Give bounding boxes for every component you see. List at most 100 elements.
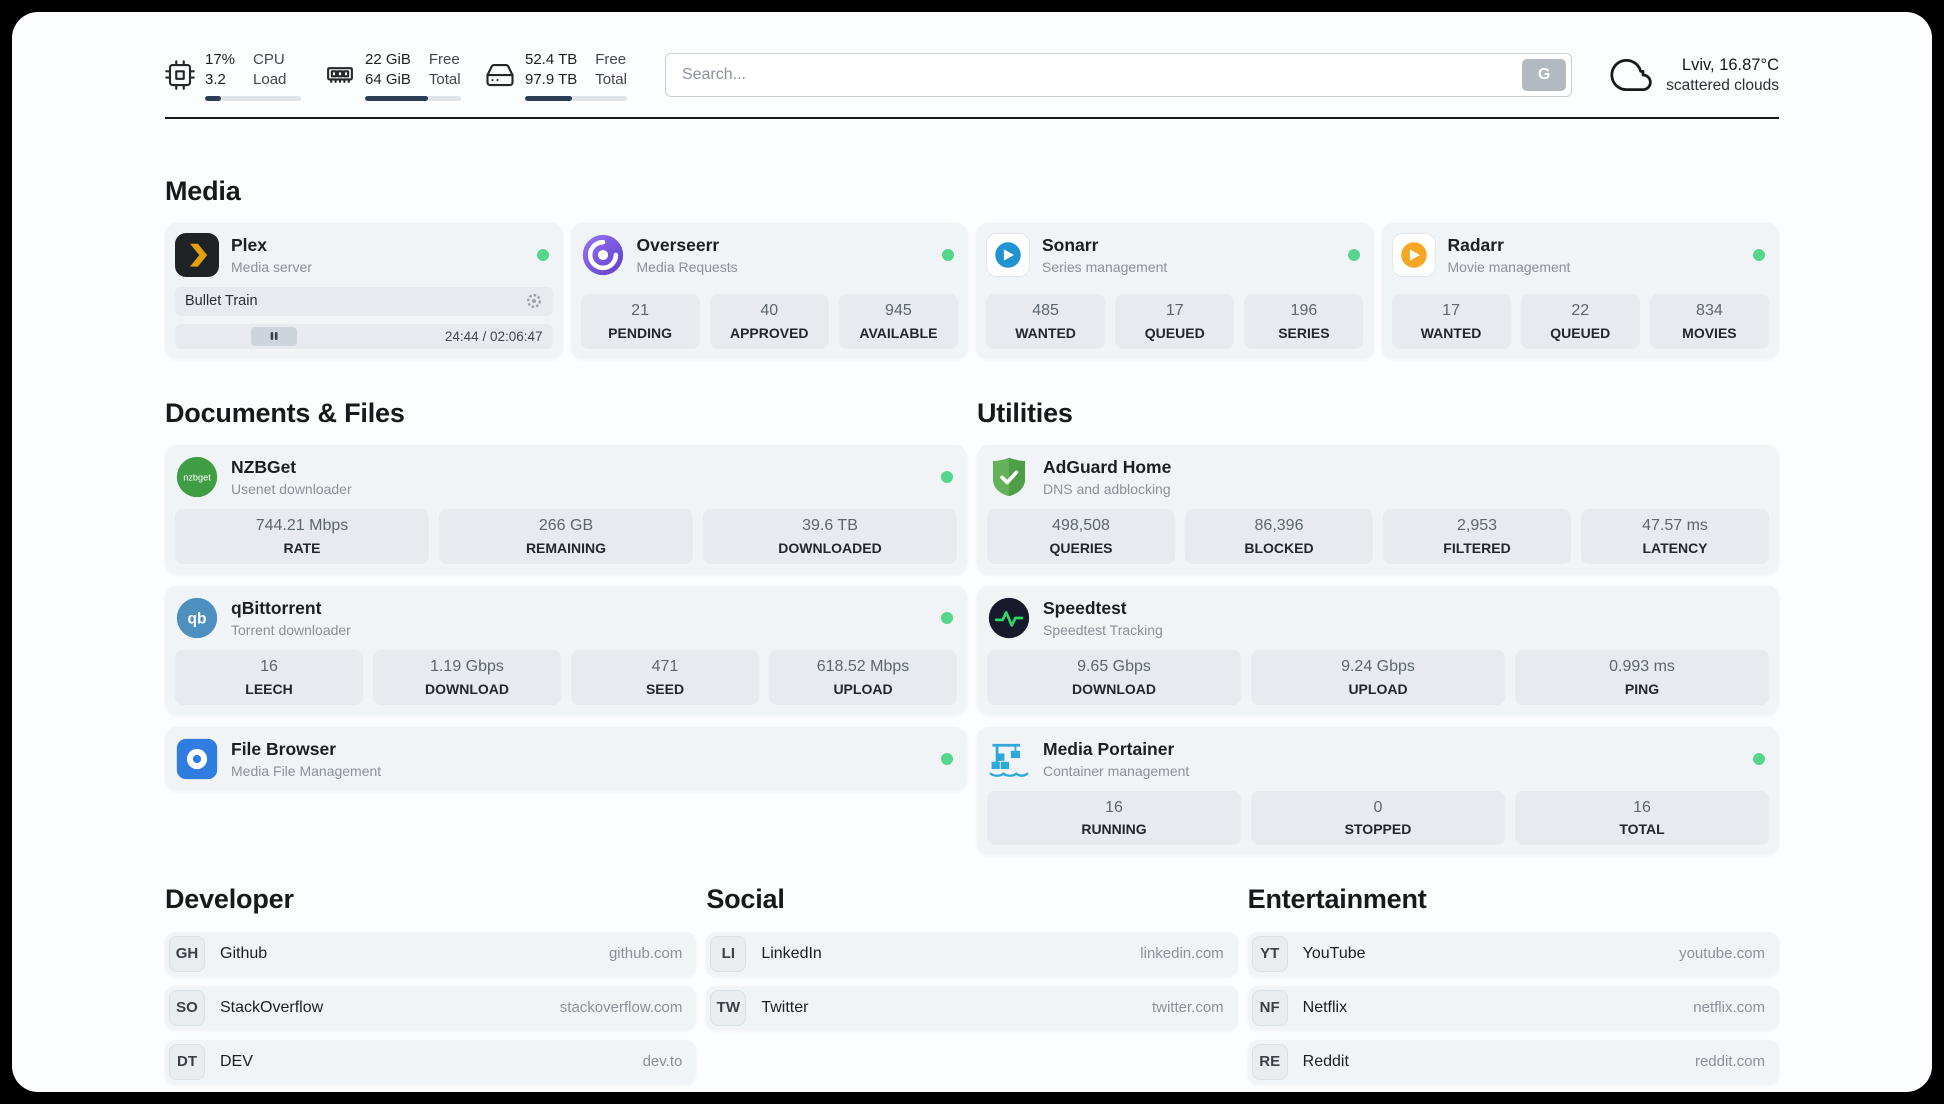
app-card-filebrowser[interactable]: File Browser Media File Management (165, 726, 967, 791)
now-playing-row: Bullet Train (175, 286, 553, 316)
dashboard: 17% 3.2 CPU Load (12, 12, 1932, 1092)
section-title-utilities: Utilities (977, 397, 1073, 428)
documents-section: Documents & Files nzbget NZBGet Usenet d… (165, 397, 967, 791)
cpu-label: CPU (253, 51, 285, 68)
bookmark-url: youtube.com (1679, 945, 1765, 963)
speedtest-icon (987, 596, 1031, 640)
app-subtitle: Media server (231, 258, 312, 275)
bookmark-abbr: DT (169, 1043, 205, 1080)
app-card-sonarr[interactable]: Sonarr Series management 485 WANTED 17 Q… (976, 222, 1374, 359)
cpu-load-value: 3.2 (205, 70, 226, 88)
app-subtitle: Movie management (1447, 258, 1571, 275)
bookmark-dev[interactable]: DT DEV dev.to (165, 1039, 697, 1084)
adguard-icon (987, 455, 1031, 499)
social-section: Social LI LinkedIn linkedin.com TW Twitt… (706, 883, 1238, 1030)
bookmark-linkedin[interactable]: LI LinkedIn linkedin.com (706, 931, 1238, 976)
stat-movies: 834 MOVIES (1649, 294, 1769, 349)
system-metrics: 17% 3.2 CPU Load (165, 50, 627, 101)
bookmark-youtube[interactable]: YT YouTube youtube.com (1247, 931, 1779, 976)
stat-series: 196 SERIES (1244, 294, 1364, 349)
weather-location-temp: Lviv, 16.87°C (1681, 55, 1779, 74)
app-card-speedtest[interactable]: Speedtest Speedtest Tracking 9.65 Gbps D… (977, 585, 1779, 715)
hard-drive-icon (485, 60, 515, 90)
disk-metric: 52.4 TB 97.9 TB Free Total (485, 50, 627, 101)
ram-free-value: 22 GiB (365, 51, 411, 68)
bookmark-twitter[interactable]: TW Twitter twitter.com (706, 985, 1238, 1030)
bookmark-name: YouTube (1302, 944, 1366, 962)
app-card-overseerr[interactable]: Overseerr Media Requests 21 PENDING 40 A… (570, 222, 968, 359)
cpu-metric: 17% 3.2 CPU Load (165, 50, 301, 101)
status-dot (941, 471, 953, 484)
app-card-plex[interactable]: Plex Media server Bullet Train (165, 222, 563, 359)
bookmark-url: dev.to (642, 1053, 683, 1071)
app-card-radarr[interactable]: Radarr Movie management 17 WANTED 22 QUE… (1381, 222, 1779, 359)
bookmark-abbr: GH (169, 935, 205, 972)
search-input[interactable] (664, 53, 1573, 98)
bookmark-name: LinkedIn (761, 944, 822, 962)
app-name: Plex (231, 235, 267, 256)
weather-widget[interactable]: Lviv, 16.87°C scattered clouds (1610, 53, 1779, 97)
stat-blocked: 86,396 BLOCKED (1185, 509, 1373, 564)
pause-icon[interactable] (250, 326, 297, 346)
stat-pending: 21 PENDING (580, 294, 700, 349)
stat-download: 1.19 Gbps DOWNLOAD (373, 649, 561, 705)
cpu-usage-bar (205, 95, 301, 101)
app-subtitle: DNS and adblocking (1043, 481, 1171, 498)
app-subtitle: Series management (1042, 258, 1168, 275)
utilities-section: Utilities AdGuard Home DNS and adblockin… (977, 397, 1779, 856)
app-name: File Browser (231, 738, 337, 759)
bookmark-name: StackOverflow (220, 998, 324, 1016)
ram-total-value: 64 GiB (365, 70, 411, 88)
bookmark-abbr: RE (1251, 1043, 1288, 1080)
bookmark-github[interactable]: GH Github github.com (165, 931, 697, 976)
svg-text:qb: qb (187, 610, 206, 627)
app-card-portainer[interactable]: Media Portainer Container management 16 … (977, 726, 1779, 856)
playback-progress-bar[interactable]: 24:44 / 02:06:47 (175, 323, 553, 349)
cpu-icon (165, 60, 195, 91)
stat-total: 16 TOTAL (1515, 790, 1769, 846)
bookmark-url: reddit.com (1694, 1053, 1765, 1071)
app-card-qbittorrent[interactable]: qb qBittorrent Torrent downloader 16 LEE… (165, 585, 967, 715)
stat-queued: 17 QUEUED (1115, 294, 1235, 349)
stat-filtered: 2,953 FILTERED (1383, 509, 1571, 564)
disk-free-label: Free (595, 51, 627, 68)
app-name: Sonarr (1042, 235, 1099, 256)
app-card-adguard[interactable]: AdGuard Home DNS and adblocking 498,508 … (977, 445, 1779, 574)
disk-free-value: 52.4 TB (525, 51, 578, 68)
filebrowser-icon (175, 737, 219, 781)
header-divider (165, 116, 1779, 119)
status-dot (941, 611, 953, 624)
search-engine-button[interactable]: G (1522, 59, 1567, 92)
stat-running: 16 RUNNING (987, 790, 1241, 846)
section-title-social: Social (706, 884, 785, 915)
cpu-usage-value: 17% (205, 51, 236, 68)
bookmark-name: Netflix (1302, 998, 1348, 1016)
bookmark-reddit[interactable]: RE Reddit reddit.com (1247, 1039, 1779, 1084)
stat-upload: 618.52 Mbps UPLOAD (769, 649, 957, 705)
media-section: Media Plex Media server (165, 175, 1779, 359)
app-name: qBittorrent (231, 598, 322, 619)
status-dot (1347, 248, 1360, 261)
weather-condition: scattered clouds (1666, 76, 1779, 94)
playback-time: 24:44 / 02:06:47 (444, 328, 543, 344)
gear-icon[interactable] (525, 292, 543, 310)
radarr-icon (1391, 232, 1436, 277)
app-subtitle: Torrent downloader (231, 621, 351, 638)
app-subtitle: Speedtest Tracking (1043, 621, 1163, 638)
stat-upload: 9.24 Gbps UPLOAD (1251, 649, 1505, 705)
stat-wanted: 485 WANTED (986, 294, 1106, 349)
bookmark-abbr: YT (1251, 935, 1288, 972)
app-card-nzbget[interactable]: nzbget NZBGet Usenet downloader 744.21 M… (165, 445, 967, 574)
plex-icon (175, 232, 219, 277)
stat-downloaded: 39.6 TB DOWNLOADED (703, 509, 957, 564)
app-name: Media Portainer (1043, 738, 1175, 759)
stat-remaining: 266 GB REMAINING (439, 509, 693, 564)
bookmark-abbr: SO (169, 989, 205, 1026)
portainer-icon (987, 737, 1031, 781)
bookmark-stackoverflow[interactable]: SO StackOverflow stackoverflow.com (165, 985, 697, 1030)
bookmark-netflix[interactable]: NF Netflix netflix.com (1247, 985, 1779, 1030)
qbittorrent-icon: qb (175, 596, 219, 640)
bookmark-url: twitter.com (1151, 999, 1224, 1017)
app-name: NZBGet (231, 457, 297, 478)
disk-total-value: 97.9 TB (525, 70, 578, 88)
